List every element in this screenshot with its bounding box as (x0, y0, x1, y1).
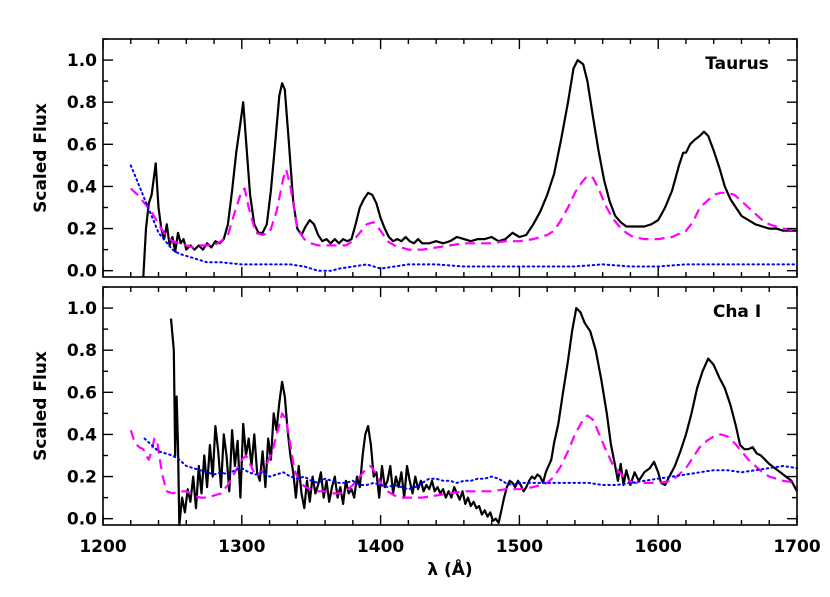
y-tick-label: 0.2 (67, 468, 97, 488)
series-line-solid (169, 307, 798, 527)
x-axis-label: λ (Å) (427, 557, 472, 580)
series-line-dashed (129, 412, 798, 499)
y-tick-label: 0.0 (67, 510, 97, 530)
series-line-solid (142, 59, 797, 278)
x-tick-label: 1600 (635, 537, 682, 557)
y-tick-label: 1.0 (67, 299, 97, 319)
series-line-dotted (143, 437, 798, 491)
y-tick-label: 1.0 (67, 51, 97, 71)
series-line-dashed (130, 168, 798, 251)
y-tick-label: 0.0 (67, 262, 97, 282)
y-tick-label: 0.6 (67, 135, 97, 155)
y-tick-label: 0.8 (67, 93, 97, 113)
panel-label: Taurus (705, 54, 769, 74)
x-tick-label: 1400 (357, 537, 404, 557)
y-tick-label: 0.4 (67, 177, 97, 197)
panel-label: Cha I (713, 302, 761, 322)
y-tick-label: 0.8 (67, 341, 97, 361)
plot-frame (102, 38, 798, 278)
y-axis-label: Scaled Flux (31, 103, 51, 213)
series-line-dotted (129, 164, 798, 272)
plot-frame (102, 286, 798, 526)
y-axis-label: Scaled Flux (31, 351, 51, 461)
y-tick-label: 0.2 (67, 220, 97, 240)
x-tick-label: 1500 (496, 537, 543, 557)
x-tick-label: 1300 (218, 537, 265, 557)
x-tick-label: 1200 (79, 537, 126, 557)
y-tick-label: 0.6 (67, 383, 97, 403)
y-tick-label: 0.4 (67, 425, 97, 445)
x-tick-label: 1700 (773, 537, 820, 557)
